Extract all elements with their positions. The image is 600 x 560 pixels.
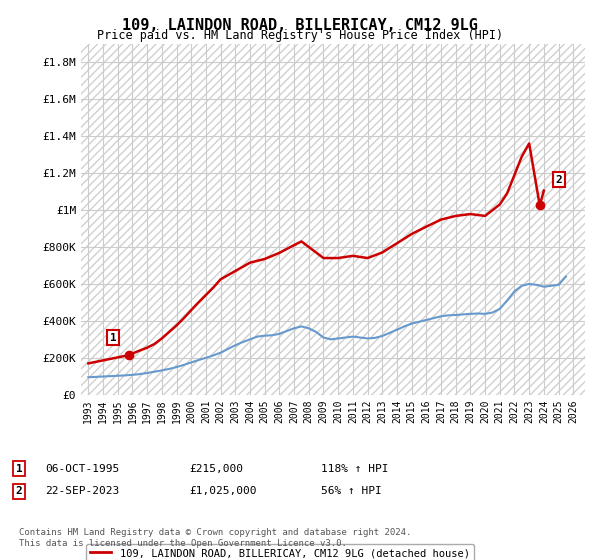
Text: 22-SEP-2023: 22-SEP-2023 xyxy=(45,486,119,496)
Text: 2: 2 xyxy=(556,175,562,184)
Legend: 109, LAINDON ROAD, BILLERICAY, CM12 9LG (detached house), HPI: Average price, de: 109, LAINDON ROAD, BILLERICAY, CM12 9LG … xyxy=(86,544,474,560)
Text: 1: 1 xyxy=(16,464,23,474)
Text: Price paid vs. HM Land Registry's House Price Index (HPI): Price paid vs. HM Land Registry's House … xyxy=(97,29,503,42)
Text: 118% ↑ HPI: 118% ↑ HPI xyxy=(321,464,389,474)
Text: 1: 1 xyxy=(110,333,116,343)
Text: £1,025,000: £1,025,000 xyxy=(189,486,257,496)
Text: 109, LAINDON ROAD, BILLERICAY, CM12 9LG: 109, LAINDON ROAD, BILLERICAY, CM12 9LG xyxy=(122,18,478,33)
Text: £215,000: £215,000 xyxy=(189,464,243,474)
Text: 06-OCT-1995: 06-OCT-1995 xyxy=(45,464,119,474)
Text: Contains HM Land Registry data © Crown copyright and database right 2024.
This d: Contains HM Land Registry data © Crown c… xyxy=(19,528,412,548)
Text: 2: 2 xyxy=(16,486,23,496)
Text: 56% ↑ HPI: 56% ↑ HPI xyxy=(321,486,382,496)
